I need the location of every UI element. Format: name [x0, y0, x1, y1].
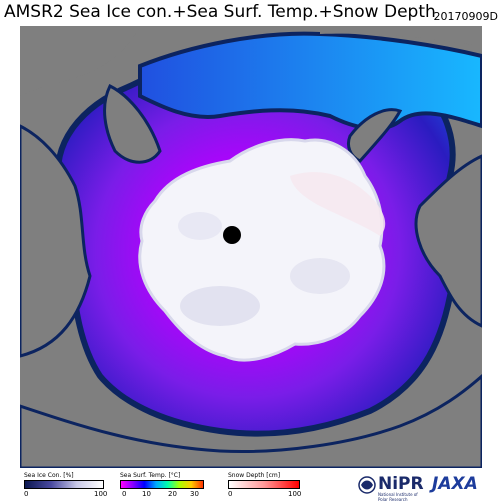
- map-title: AMSR2 Sea Ice con.+Sea Surf. Temp.+Snow …: [4, 2, 436, 22]
- siberia-land: [20, 373, 482, 468]
- map-date: 20170909D: [433, 10, 498, 23]
- pole-hole: [223, 226, 241, 244]
- legend-tick: 20: [168, 490, 177, 498]
- legend-tick: 0: [24, 490, 29, 498]
- legend-tick: 100: [94, 490, 108, 498]
- legend-sea-ice: Sea Ice Con. [%] 0 100: [24, 472, 108, 500]
- legend-label: Sea Surf. Temp. [°C]: [120, 472, 181, 479]
- legend-colorbar: [24, 480, 104, 489]
- eurasia-land: [414, 154, 482, 328]
- legend-tick: 0: [228, 490, 233, 498]
- nipr-logo-subtext: National Institute of Polar Research: [378, 492, 418, 502]
- jaxa-logo: JAXA: [430, 474, 498, 498]
- legend-tick: 0: [122, 490, 127, 498]
- legend-sea-surface-temp: Sea Surf. Temp. [°C] 0 10 20 30: [120, 472, 204, 500]
- arctic-sea-ice-map: [20, 26, 482, 468]
- greenland: [20, 26, 140, 96]
- legend-tick: 10: [142, 490, 151, 498]
- ice-texture: [180, 286, 260, 326]
- legend-tick: 100: [288, 490, 302, 498]
- jaxa-logo-text: JAXA: [432, 474, 478, 494]
- legend-snow-depth: Snow Depth [cm] 0 100: [228, 472, 302, 500]
- legend-colorbar: [228, 480, 300, 489]
- nipr-logo: NiPR National Institute of Polar Researc…: [358, 474, 424, 502]
- nipr-emblem-icon: [358, 476, 376, 494]
- canadian-islands: [103, 83, 162, 164]
- atlantic-ocean: [138, 31, 482, 131]
- ice-texture: [290, 258, 350, 294]
- ice-texture: [178, 212, 222, 240]
- marginal-ice: [290, 172, 386, 236]
- legend-label: Sea Ice Con. [%]: [24, 472, 74, 479]
- legend-colorbar: [120, 480, 204, 489]
- north-america-land: [20, 124, 92, 358]
- scandinavia: [320, 26, 482, 46]
- legend-label: Snow Depth [cm]: [228, 472, 281, 479]
- legend-tick: 30: [190, 490, 199, 498]
- novaya-zemlya: [346, 108, 403, 163]
- nipr-logo-text: NiPR: [378, 474, 424, 494]
